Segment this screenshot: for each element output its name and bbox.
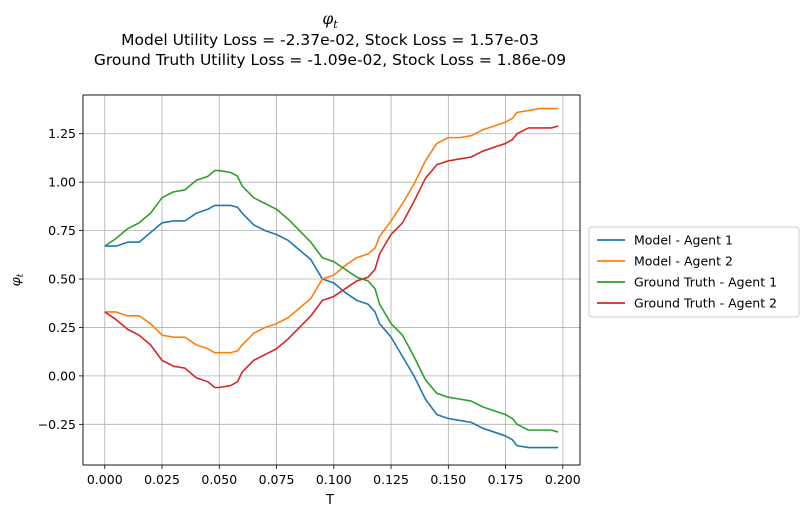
series-lines (104, 107, 559, 449)
x-tick-label: 0.100 (316, 472, 352, 487)
legend-entry-label: Model - Agent 2 (634, 254, 733, 269)
x-tick-label: 0.175 (488, 472, 524, 487)
x-tick-label: 0.025 (144, 472, 180, 487)
chart-subtitle-line-1: Model Utility Loss = -2.37e-02, Stock Lo… (121, 31, 539, 49)
x-tick-label: 0.125 (373, 472, 409, 487)
series-line-4 (104, 125, 559, 389)
y-tick-label: 1.00 (48, 175, 76, 190)
y-axis-ticks: −0.25 0.00 0.25 0.50 0.75 1.00 1.25 (38, 126, 83, 432)
chart-title: φt Model Utility Loss = -2.37e-02, Stock… (94, 10, 566, 69)
chart-title-symbol: φt (322, 10, 338, 31)
x-tick-label: 0.150 (430, 472, 466, 487)
series-line-2 (104, 107, 559, 354)
chart-subtitle-line-2: Ground Truth Utility Loss = -1.09e-02, S… (94, 51, 566, 69)
legend-entry-label: Ground Truth - Agent 2 (634, 296, 777, 311)
legend-entry-label: Model - Agent 1 (634, 233, 733, 248)
x-axis-ticks: 0.000 0.025 0.050 0.075 0.100 0.125 0.150 0.175… (87, 465, 581, 487)
legend: Model - Agent 1 Model - Agent 2 Ground Tru… (588, 226, 800, 318)
x-tick-label: 0.050 (201, 472, 237, 487)
y-tick-label: 0.50 (48, 272, 76, 287)
y-tick-label: 0.25 (48, 320, 76, 335)
plot-area-frame (82, 94, 581, 466)
legend-entry-label: Ground Truth - Agent 1 (634, 275, 777, 290)
y-tick-label: −0.25 (38, 417, 76, 432)
x-tick-label: 0.075 (259, 472, 295, 487)
y-axis-label: φt (9, 273, 26, 286)
x-tick-label: 0.200 (545, 472, 581, 487)
y-tick-label: 0.75 (48, 223, 76, 238)
series-line-3 (104, 169, 559, 433)
legend-box (588, 226, 800, 318)
y-tick-label: 0.00 (48, 368, 76, 383)
y-tick-label: 1.25 (48, 126, 76, 141)
x-tick-label: 0.000 (87, 472, 123, 487)
x-axis-label: T (325, 493, 334, 508)
series-line-1 (104, 204, 559, 449)
grid (83, 95, 580, 465)
